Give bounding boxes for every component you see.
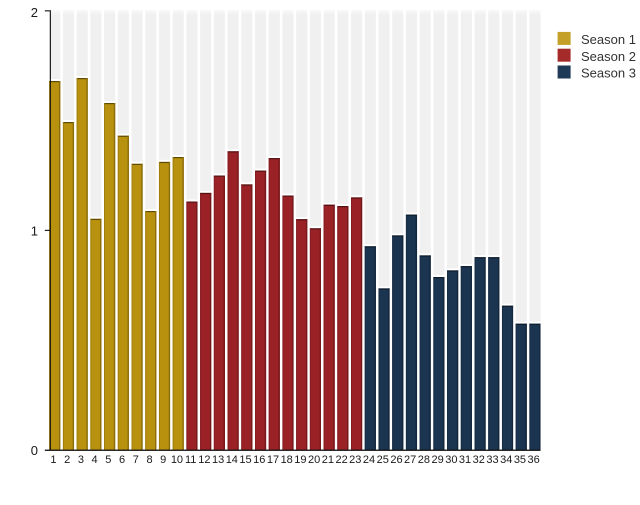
svg-text:21: 21 [322, 454, 334, 466]
svg-text:9: 9 [160, 454, 166, 466]
svg-text:6: 6 [119, 454, 125, 466]
svg-text:7: 7 [133, 454, 139, 466]
svg-text:14: 14 [226, 454, 238, 466]
svg-text:13: 13 [212, 454, 224, 466]
svg-text:26: 26 [390, 454, 402, 466]
svg-text:25: 25 [377, 454, 389, 466]
svg-text:Season 1: Season 1 [581, 32, 636, 47]
svg-text:28: 28 [418, 454, 430, 466]
svg-text:35: 35 [514, 454, 526, 466]
svg-text:16: 16 [253, 454, 265, 466]
svg-text:15: 15 [239, 454, 251, 466]
svg-text:24: 24 [363, 454, 375, 466]
svg-text:4: 4 [92, 454, 98, 466]
svg-text:11: 11 [185, 454, 196, 466]
svg-text:1: 1 [31, 223, 38, 238]
svg-text:29: 29 [431, 454, 443, 466]
svg-text:0: 0 [31, 443, 38, 458]
svg-text:20: 20 [308, 454, 320, 466]
svg-text:30: 30 [445, 454, 457, 466]
svg-text:8: 8 [146, 454, 152, 466]
svg-text:Season 3: Season 3 [581, 66, 636, 81]
svg-text:5: 5 [105, 454, 111, 466]
svg-text:27: 27 [404, 454, 416, 466]
svg-text:3: 3 [78, 454, 84, 466]
svg-text:31: 31 [459, 454, 471, 466]
svg-text:Season 2: Season 2 [581, 49, 636, 64]
svg-text:17: 17 [267, 454, 279, 466]
svg-text:19: 19 [294, 454, 306, 466]
svg-text:1: 1 [50, 454, 56, 466]
svg-text:12: 12 [198, 454, 210, 466]
svg-text:23: 23 [349, 454, 361, 466]
svg-text:36: 36 [528, 454, 540, 466]
svg-text:22: 22 [335, 454, 347, 466]
svg-text:10: 10 [171, 454, 183, 466]
svg-text:2: 2 [64, 454, 70, 466]
svg-text:34: 34 [500, 454, 512, 466]
svg-text:33: 33 [486, 454, 498, 466]
svg-text:2: 2 [31, 5, 38, 20]
svg-text:18: 18 [281, 454, 293, 466]
svg-text:32: 32 [473, 454, 485, 466]
